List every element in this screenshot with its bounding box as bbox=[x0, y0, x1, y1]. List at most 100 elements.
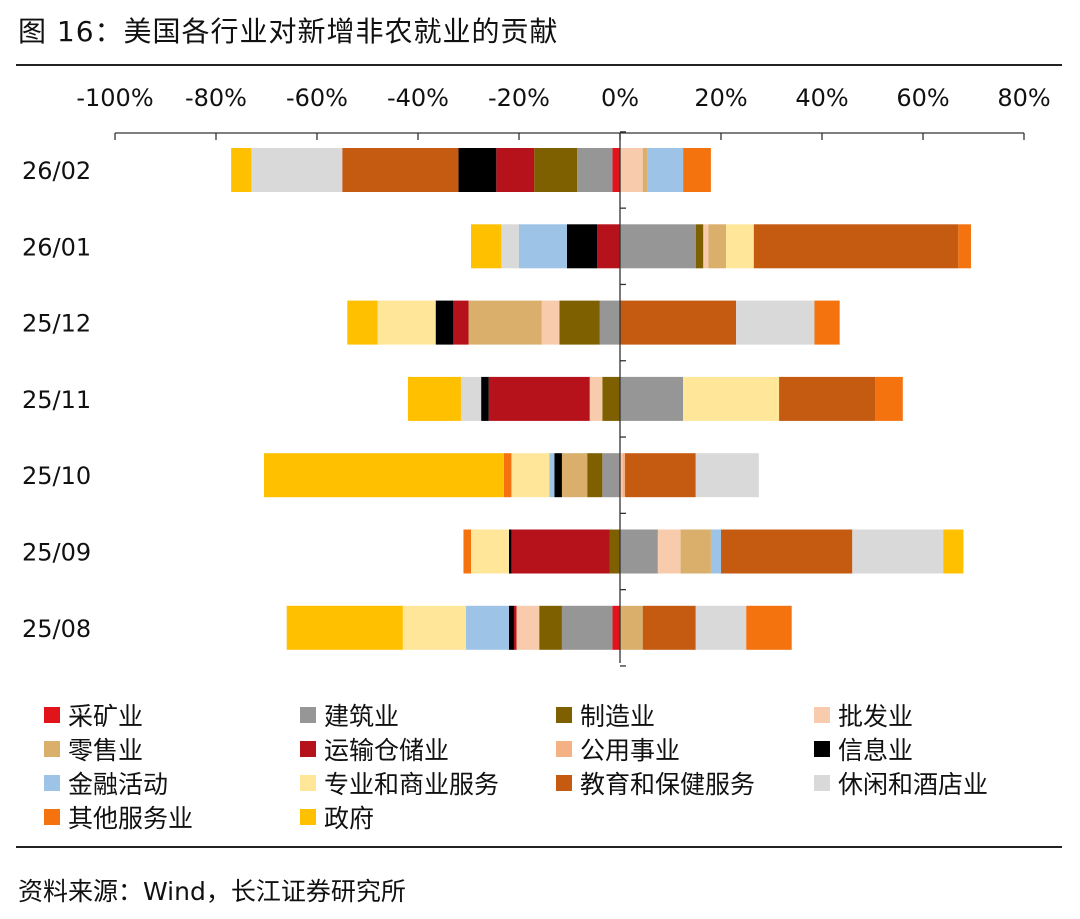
legend-swatch bbox=[300, 775, 316, 791]
legend-item: 金融活动 bbox=[44, 765, 168, 801]
legend-swatch bbox=[300, 809, 316, 825]
legend-label: 政府 bbox=[324, 804, 375, 833]
bar-segment bbox=[602, 453, 620, 498]
legend-swatch bbox=[44, 707, 60, 723]
bar-segment bbox=[231, 148, 252, 192]
category-label: 25/08 bbox=[22, 615, 91, 643]
x-tick-label: 40% bbox=[795, 84, 848, 112]
bar-segment bbox=[407, 376, 461, 421]
bar-segment bbox=[471, 224, 502, 269]
legend-swatch bbox=[44, 741, 60, 757]
legend-swatch bbox=[814, 741, 830, 757]
x-tick-labels: -100% -80% -60% -40% -20% 0% 20% 40% 60% 80% bbox=[76, 84, 1050, 112]
legend-item: 运输仓储业 bbox=[300, 731, 449, 767]
bar-chart: -100% -80% -60% -40% -20% 0% 20% 40% 60% 80% 26/0… bbox=[22, 84, 1051, 667]
bar-segment bbox=[251, 148, 343, 192]
top-rule bbox=[16, 64, 1062, 66]
bar-segment bbox=[511, 529, 610, 574]
bar-segment bbox=[465, 605, 509, 650]
legend-swatch bbox=[556, 707, 572, 723]
legend-label: 信息业 bbox=[838, 736, 914, 765]
bar-segment bbox=[746, 605, 792, 650]
bar-segment bbox=[587, 453, 603, 498]
chart-title: 图 16：美国各行业对新增非农就业的贡献 bbox=[18, 15, 559, 48]
bar-segment bbox=[620, 605, 643, 650]
legend-label: 批发业 bbox=[838, 702, 914, 731]
bar-segment bbox=[612, 148, 620, 192]
legend-label: 采矿业 bbox=[68, 702, 144, 731]
bar-segment bbox=[554, 453, 562, 498]
bar-segment bbox=[286, 605, 403, 650]
bar-segment bbox=[657, 529, 681, 574]
bar-segment bbox=[726, 224, 754, 269]
bar-segment bbox=[710, 529, 721, 574]
bar-segment bbox=[561, 453, 588, 498]
x-tick-label: 0% bbox=[601, 84, 639, 112]
bar-segment bbox=[561, 605, 613, 650]
bar-segment bbox=[647, 148, 684, 192]
bar-segment bbox=[642, 148, 648, 192]
legend-swatch bbox=[44, 775, 60, 791]
y-axis bbox=[619, 131, 626, 667]
bar-segment bbox=[347, 300, 378, 345]
x-tick-label: -100% bbox=[76, 84, 153, 112]
bar-segment bbox=[943, 529, 964, 574]
x-tick-label: -80% bbox=[185, 84, 247, 112]
bar-segment bbox=[589, 376, 603, 421]
bar-segment bbox=[620, 376, 684, 421]
bar-segment bbox=[519, 224, 567, 269]
legend-swatch bbox=[556, 775, 572, 791]
legend-label: 金融活动 bbox=[68, 770, 169, 799]
bar-segment bbox=[453, 300, 469, 345]
legend-item: 休闲和酒店业 bbox=[814, 765, 988, 801]
legend-swatch bbox=[814, 707, 830, 723]
bar-segment bbox=[481, 376, 489, 421]
x-tick-label: -40% bbox=[387, 84, 449, 112]
bar-segment bbox=[549, 453, 555, 498]
bar-segment bbox=[958, 224, 971, 269]
bar-segment bbox=[496, 148, 535, 192]
legend-item: 采矿业 bbox=[44, 697, 143, 733]
legend-item: 信息业 bbox=[814, 731, 913, 767]
bar-segment bbox=[602, 376, 620, 421]
legend-label: 制造业 bbox=[580, 702, 656, 731]
legend-item: 公用事业 bbox=[556, 731, 680, 767]
category-label: 25/12 bbox=[22, 310, 91, 338]
bar-segment bbox=[612, 605, 620, 650]
legend-label: 零售业 bbox=[68, 736, 144, 765]
bar-segment bbox=[622, 453, 626, 498]
bar-segment bbox=[620, 453, 623, 498]
bar-segment bbox=[511, 453, 550, 498]
bar-segment bbox=[779, 376, 876, 421]
bar-segment bbox=[620, 224, 696, 269]
bar-segment bbox=[683, 148, 711, 192]
bar-segment bbox=[508, 605, 514, 650]
bar-segment bbox=[463, 529, 472, 574]
category-label: 26/01 bbox=[22, 233, 91, 261]
legend-item: 政府 bbox=[300, 799, 374, 835]
bar-segment bbox=[460, 376, 482, 421]
legend-item: 零售业 bbox=[44, 731, 143, 767]
bars bbox=[231, 148, 971, 650]
category-labels: 26/02 26/01 25/12 25/11 25/10 25/09 25/08 bbox=[22, 157, 91, 643]
bar-segment bbox=[501, 224, 519, 269]
legend-label: 专业和商业服务 bbox=[324, 770, 500, 799]
bottom-rule bbox=[16, 846, 1062, 848]
bar-segment bbox=[458, 148, 497, 192]
bar-segment bbox=[625, 453, 696, 498]
bar-segment bbox=[597, 224, 620, 269]
bar-segment bbox=[695, 605, 747, 650]
legend-label: 其他服务业 bbox=[68, 804, 194, 833]
bar-segment bbox=[508, 529, 512, 574]
source-note: 资料来源：Wind，长江证券研究所 bbox=[18, 877, 406, 906]
bar-segment bbox=[753, 224, 959, 269]
bar-segment bbox=[539, 605, 562, 650]
bar-segment bbox=[695, 453, 759, 498]
bar-segment bbox=[736, 300, 815, 345]
category-label: 25/10 bbox=[22, 462, 91, 490]
bar-segment bbox=[683, 376, 780, 421]
legend-swatch bbox=[556, 741, 572, 757]
bar-segment bbox=[342, 148, 459, 192]
x-tick-label: 20% bbox=[694, 84, 747, 112]
bar-segment bbox=[513, 605, 517, 650]
